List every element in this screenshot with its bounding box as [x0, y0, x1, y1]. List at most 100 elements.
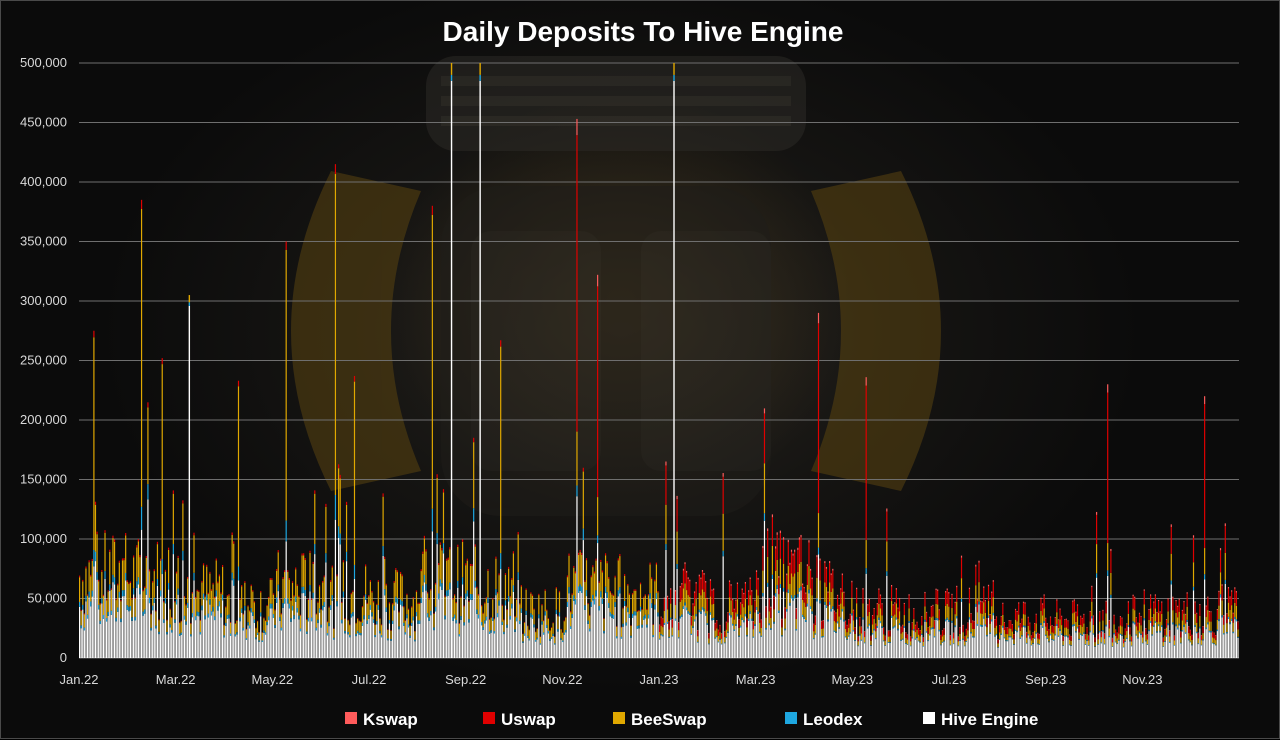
- bar-segment: [433, 613, 434, 614]
- bar-segment: [268, 616, 269, 620]
- bar-segment: [174, 602, 175, 619]
- bar-segment: [1193, 538, 1194, 563]
- bar-segment: [646, 628, 647, 658]
- bar-segment: [713, 590, 714, 604]
- bar-segment: [444, 597, 445, 616]
- bar-segment: [416, 592, 417, 612]
- bar-segment: [974, 629, 975, 636]
- bar-segment: [597, 543, 598, 658]
- bar-segment: [249, 628, 250, 658]
- bar-segment: [130, 611, 131, 658]
- bar-segment: [553, 623, 554, 634]
- bar-segment: [945, 591, 946, 592]
- bar-segment: [1102, 611, 1103, 621]
- bar-segment: [228, 595, 229, 614]
- bar-segment: [686, 571, 687, 573]
- bar-segment: [260, 616, 261, 658]
- bar-segment: [894, 627, 895, 658]
- bar-segment: [982, 614, 983, 625]
- bar-segment: [516, 618, 517, 622]
- bar-segment: [877, 628, 878, 658]
- bar-segment: [193, 535, 194, 573]
- bar-segment: [120, 601, 121, 618]
- bar-segment: [1237, 622, 1238, 629]
- bar-segment: [681, 617, 682, 658]
- bar-segment: [267, 606, 268, 622]
- bar-segment: [321, 625, 322, 628]
- bar-segment: [357, 619, 358, 631]
- bar-segment: [98, 610, 99, 658]
- bar-segment: [866, 386, 867, 540]
- bar-segment: [311, 599, 312, 600]
- bar-segment: [311, 600, 312, 618]
- bar-segment: [500, 340, 501, 346]
- bar-segment: [1223, 625, 1224, 634]
- bar-segment: [724, 637, 725, 642]
- bar-segment: [467, 561, 468, 591]
- bar-segment: [1010, 620, 1011, 621]
- bar-segment: [451, 75, 452, 81]
- bar-segment: [413, 597, 414, 598]
- bar-segment: [286, 541, 287, 658]
- bar-segment: [800, 537, 801, 562]
- bar-segment: [1177, 606, 1178, 607]
- bar-segment: [1217, 609, 1218, 610]
- bar-segment: [745, 584, 746, 599]
- bar-segment: [212, 611, 213, 658]
- bar-segment: [1153, 603, 1154, 614]
- bar-segment: [1010, 636, 1011, 637]
- bar-segment: [959, 627, 960, 628]
- bar-segment: [267, 605, 268, 606]
- x-tick-label: Sep.23: [1025, 672, 1066, 687]
- bar-segment: [583, 472, 584, 529]
- bar-segment: [993, 580, 994, 582]
- bar-segment: [1024, 603, 1025, 614]
- bar-segment: [559, 616, 560, 658]
- bar-segment: [368, 619, 369, 658]
- bar-segment: [163, 619, 164, 622]
- bar-segment: [100, 604, 101, 620]
- bar-segment: [924, 593, 925, 606]
- bar-segment: [1207, 598, 1208, 610]
- bar-segment: [246, 638, 247, 640]
- bar-segment: [824, 602, 825, 605]
- bar-segment: [1064, 637, 1065, 658]
- bar-segment: [446, 559, 447, 561]
- bar-segment: [791, 598, 792, 658]
- bar-segment: [313, 562, 314, 564]
- bar-segment: [692, 615, 693, 626]
- bar-segment: [441, 583, 442, 590]
- bar-segment: [800, 562, 801, 587]
- bar-segment: [438, 593, 439, 599]
- bar-segment: [384, 595, 385, 658]
- bar-segment: [273, 594, 274, 595]
- bar-segment: [772, 517, 773, 546]
- bar-segment: [133, 594, 134, 658]
- bar-segment: [497, 593, 498, 613]
- bar-segment: [1106, 613, 1107, 624]
- bar-segment: [648, 615, 649, 619]
- bar-segment: [465, 594, 466, 600]
- bar-segment: [742, 620, 743, 658]
- bar-segment: [360, 635, 361, 658]
- bar-segment: [999, 639, 1000, 640]
- bar-segment: [640, 583, 641, 585]
- bar-segment: [179, 634, 180, 636]
- bar-segment: [109, 550, 110, 552]
- bar-segment: [848, 620, 849, 628]
- bar-segment: [500, 569, 501, 658]
- bar-segment: [842, 575, 843, 592]
- bar-segment: [740, 615, 741, 626]
- bar-segment: [839, 606, 840, 617]
- bar-segment: [958, 637, 959, 641]
- bar-segment: [928, 627, 929, 628]
- bar-segment: [144, 588, 145, 609]
- bar-segment: [252, 592, 253, 612]
- bar-segment: [325, 507, 326, 553]
- bar-segment: [964, 646, 965, 647]
- bar-segment: [1163, 638, 1164, 642]
- bar-segment: [526, 611, 527, 615]
- bar-segment: [874, 609, 875, 619]
- bar-segment: [970, 613, 971, 614]
- bar-segment: [877, 604, 878, 615]
